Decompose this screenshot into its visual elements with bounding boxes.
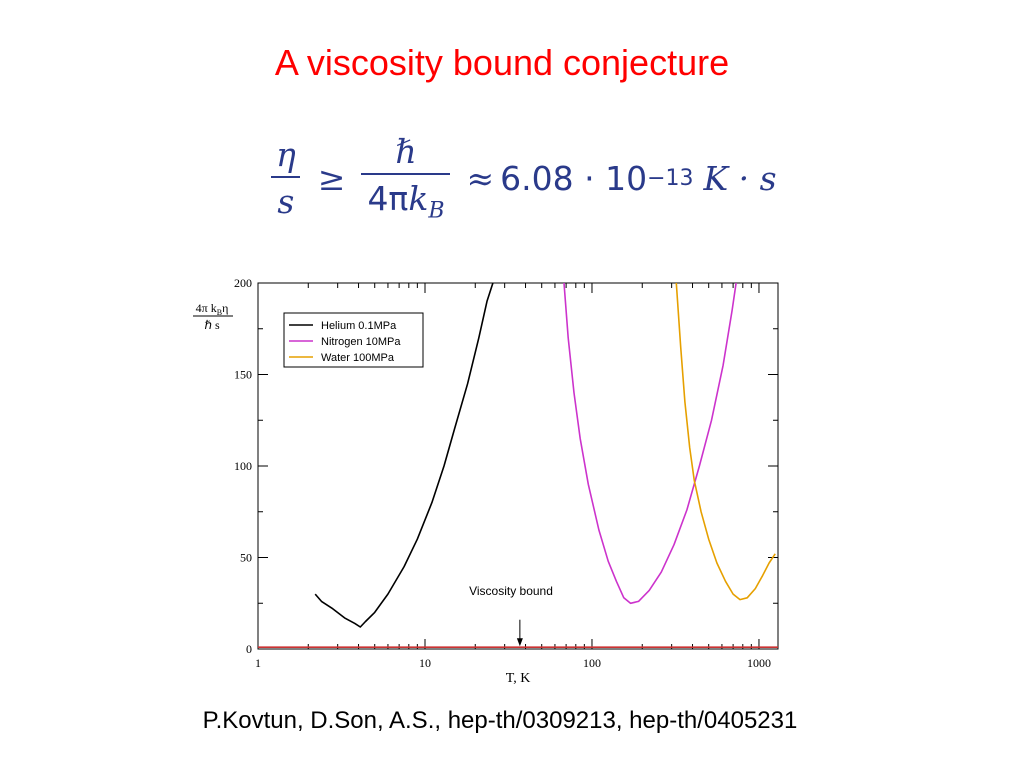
- formula-hbar: ℏ: [395, 132, 417, 172]
- formula-4pi: 4π: [367, 179, 409, 219]
- x-tick-label: 100: [583, 656, 601, 670]
- formula-exponent: −13: [647, 165, 694, 191]
- annotation-arrowhead: [516, 638, 523, 647]
- formula-sub-b: B: [428, 198, 445, 224]
- hbar-over-4pikb-fraction: ℏ 4πkB: [361, 132, 451, 224]
- x-axis-label: T, K: [506, 671, 531, 686]
- y-tick-label: 50: [240, 551, 252, 565]
- x-tick-label: 1: [255, 656, 261, 670]
- x-tick-label: 10: [419, 656, 431, 670]
- formula-approx: ≈: [466, 158, 495, 198]
- formula-k: k: [408, 179, 429, 219]
- series-line-nitrogen: [563, 283, 737, 605]
- formula-eta: η: [276, 135, 296, 174]
- citation: P.Kovtun, D.Son, A.S., hep-th/0309213, h…: [202, 707, 798, 734]
- y-tick-label: 100: [234, 459, 252, 473]
- legend-label: Helium 0.1MPa: [321, 320, 397, 332]
- series-lines: [258, 283, 778, 649]
- y-tick-label: 150: [234, 368, 252, 382]
- y-label-numerator: 4π kBη: [196, 301, 229, 317]
- legend-label: Water 100MPa: [321, 352, 395, 364]
- y-label-denominator: ℏ s: [204, 318, 220, 332]
- series-line-water: [675, 283, 776, 601]
- y-tick-label: 0: [246, 642, 252, 656]
- formula-geq: ≥: [317, 158, 346, 198]
- slide-title: A viscosity bound conjecture: [274, 42, 730, 83]
- formula-value: 6.08 · 10: [500, 158, 648, 198]
- legend: Helium 0.1MPa Nitrogen 10MPa Water 100MPa: [283, 312, 424, 368]
- annotation-label: Viscosity bound: [469, 584, 553, 598]
- legend-label: Nitrogen 10MPa: [321, 336, 401, 348]
- eta-over-s-fraction: η s: [270, 135, 302, 221]
- formula-s: s: [271, 176, 301, 221]
- formula-units: K · s: [703, 158, 777, 198]
- y-tick-label: 200: [234, 276, 252, 290]
- formula-4pikb: 4πkB: [361, 173, 451, 224]
- x-tick-label: 1000: [747, 656, 771, 670]
- series-line-helium: [314, 283, 494, 628]
- legend-box: [283, 312, 424, 368]
- viscosity-bound-formula: η s ≥ ℏ 4πkB ≈ 6.08 · 10 −13 K · s: [260, 128, 777, 228]
